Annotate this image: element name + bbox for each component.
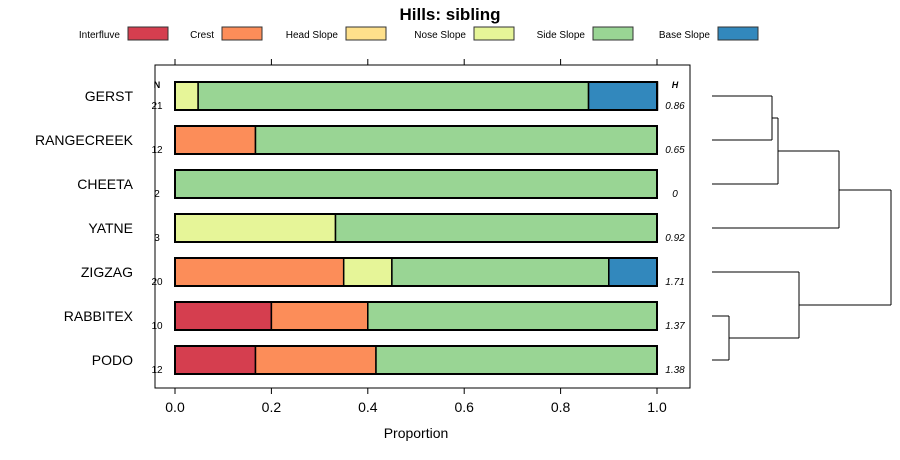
n-value: 10 [151,321,163,332]
n-value: 12 [151,145,163,156]
legend-swatch [717,26,759,41]
x-tick-label: 1.0 [647,399,667,415]
bar-segment [174,169,658,199]
bar-segment [342,257,393,287]
bar-outline [174,81,658,111]
legend-label: Side Slope [537,30,586,41]
legend-label: Interfluve [79,30,121,41]
bar-segment [254,125,658,155]
h-value: 0.65 [665,145,685,156]
bar-segment [254,345,377,375]
row-label: RABBITEX [64,308,134,324]
h-value: 1.71 [665,277,684,288]
x-tick-label: 0.0 [165,399,185,415]
legend-swatch [473,26,515,41]
legend: Interfluve Crest Head Slope Nose Slope Side … [79,26,759,41]
n-value: 21 [151,101,163,112]
x-tick-label: 0.4 [358,399,378,415]
legend-label: Nose Slope [414,30,466,41]
bar-segment [174,257,345,287]
bar-segment [174,345,257,375]
n-value: 2 [154,189,160,200]
n-value: 3 [154,233,160,244]
row-label: YATNE [88,220,133,236]
row-label: PODO [92,352,133,368]
legend-swatch [127,26,169,41]
bar-segment [587,81,659,111]
legend-swatch [221,26,263,41]
bar-segment [334,213,658,243]
n-value: 12 [151,365,163,376]
h-value: 0.86 [665,101,685,112]
bar-outline [174,257,658,287]
bar-segment [174,81,199,111]
bar-segment [174,125,257,155]
row-label: GERST [85,88,134,104]
bar-segment [270,301,369,331]
bar-segment [391,257,610,287]
h-header: H [672,80,679,90]
bar-outline [174,345,658,375]
x-tick-label: 0.6 [454,399,474,415]
bar-segment [174,213,337,243]
legend-swatch [345,26,387,41]
bar-segment [608,257,658,287]
legend-swatch [592,26,634,41]
x-tick-label: 0.8 [551,399,571,415]
bar-outline [174,169,658,199]
bar-outline [174,125,658,155]
row-label: RANGECREEK [35,132,134,148]
bar-outline [174,301,658,331]
legend-label: Crest [190,30,214,41]
plot-frame [154,64,691,389]
n-value: 20 [151,277,163,288]
h-value: 1.38 [665,365,685,376]
row-label: ZIGZAG [81,264,133,280]
bar-segment [197,81,590,111]
chart-title: Hills: sibling [399,5,500,24]
x-axis-label: Proportion [384,425,449,441]
legend-label: Head Slope [286,30,339,41]
row-label: CHEETA [77,176,133,192]
bar-segment [375,345,658,375]
h-value: 1.37 [665,321,685,332]
x-axis: 0.0 0.2 0.4 0.6 0.8 1.0 [165,59,667,415]
h-value: 0.92 [665,233,685,244]
legend-label: Base Slope [659,30,711,41]
bar-outline [174,213,658,243]
h-value: 0 [672,189,678,200]
n-header: N [154,80,161,90]
x-tick-label: 0.2 [262,399,282,415]
bar-segment [174,301,273,331]
bar-segment [367,301,658,331]
dendrogram [712,95,892,361]
